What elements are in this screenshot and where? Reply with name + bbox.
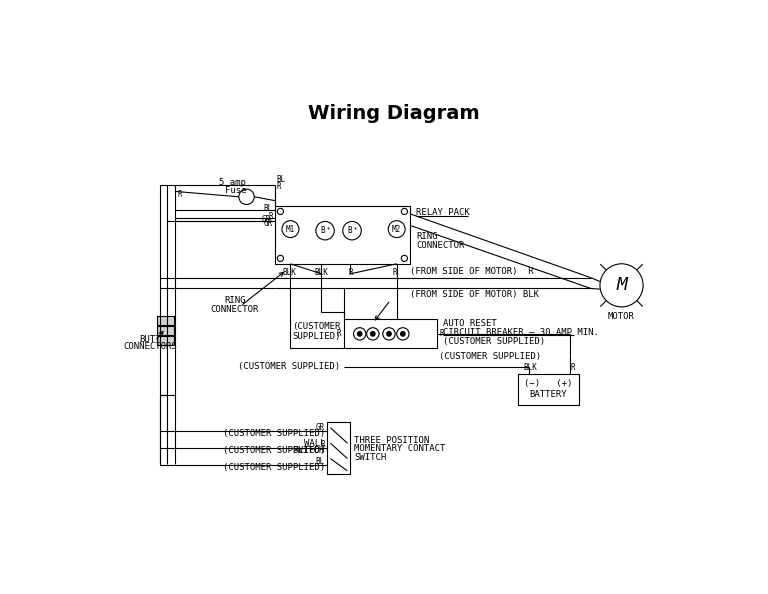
Text: BLK: BLK [282, 268, 296, 277]
Text: BLK: BLK [524, 362, 538, 372]
Text: GR: GR [316, 424, 325, 432]
Text: B: B [320, 226, 325, 235]
Text: (CUSTOMER SUPPLIED): (CUSTOMER SUPPLIED) [439, 352, 541, 361]
Text: CONNECTOR: CONNECTOR [416, 241, 465, 250]
Bar [275, 206, 410, 264]
Text: (CUSTOMER SUPPLIED): (CUSTOMER SUPPLIED) [223, 429, 325, 438]
Text: GR: GR [263, 219, 273, 228]
Text: R: R [336, 329, 341, 339]
Text: MOMENTARY CONTACT: MOMENTARY CONTACT [354, 444, 445, 453]
Text: BL: BL [316, 457, 325, 466]
Text: RELAY PACK: RELAY PACK [416, 208, 470, 217]
Text: Wiring Diagram: Wiring Diagram [308, 104, 479, 123]
Bar [344, 319, 437, 349]
Text: (CUSTOMER SUPPLIED): (CUSTOMER SUPPLIED) [443, 337, 545, 346]
Text: BL: BL [263, 204, 273, 213]
Text: R: R [268, 211, 273, 220]
Text: (CUSTOMER: (CUSTOMER [292, 323, 340, 331]
Text: BL: BL [276, 175, 286, 184]
Text: SWITCH: SWITCH [293, 446, 325, 456]
Text: MOTOR: MOTOR [608, 312, 635, 321]
Text: +: + [326, 225, 329, 230]
Text: R: R [571, 362, 575, 372]
Text: AUTO RESET: AUTO RESET [443, 318, 497, 327]
Text: (CUSTOMER SUPPLIED): (CUSTOMER SUPPLIED) [238, 362, 340, 371]
Text: R: R [392, 268, 397, 277]
Text: (FROM SIDE OF MOTOR) BLK: (FROM SIDE OF MOTOR) BLK [410, 290, 539, 299]
Text: WALL: WALL [303, 439, 325, 448]
Circle shape [370, 331, 375, 336]
Text: +: + [353, 225, 356, 230]
Text: RING: RING [224, 296, 246, 305]
Text: Fuse: Fuse [225, 186, 247, 195]
Text: R: R [178, 190, 183, 199]
Bar [157, 326, 174, 334]
Text: R: R [320, 440, 325, 449]
Text: (CUSTOMER SUPPLIED): (CUSTOMER SUPPLIED) [223, 463, 325, 472]
Circle shape [386, 331, 391, 336]
Bar [327, 422, 350, 474]
Text: GR: GR [262, 216, 271, 225]
Text: CONNECTOR: CONNECTOR [210, 305, 259, 314]
Bar [518, 374, 579, 405]
Text: M1: M1 [286, 225, 295, 233]
Text: THREE POSITION: THREE POSITION [354, 435, 429, 445]
Text: BUTT: BUTT [140, 335, 161, 344]
Text: RING: RING [416, 232, 438, 241]
Text: BLK: BLK [314, 268, 328, 277]
Bar [157, 316, 174, 324]
Text: B: B [347, 226, 352, 235]
Bar [157, 336, 174, 345]
Text: R: R [439, 329, 444, 339]
Text: BATTERY: BATTERY [530, 390, 568, 399]
Text: CONNECTORS: CONNECTORS [124, 342, 177, 352]
Text: SWITCH: SWITCH [354, 453, 386, 462]
Text: M2: M2 [392, 225, 402, 233]
Text: R: R [276, 182, 281, 191]
Circle shape [401, 331, 406, 336]
Text: (−)   (+): (−) (+) [525, 380, 573, 388]
Text: (FROM SIDE OF MOTOR)  R: (FROM SIDE OF MOTOR) R [410, 267, 534, 276]
Text: CIRCUIT BREAKER – 30 AMP MIN.: CIRCUIT BREAKER – 30 AMP MIN. [443, 328, 599, 337]
Text: M: M [616, 276, 627, 295]
Text: (CUSTOMER SUPPLIED): (CUSTOMER SUPPLIED) [223, 446, 325, 456]
Text: R: R [348, 268, 353, 277]
Text: 5 amp: 5 amp [219, 178, 246, 188]
Text: SUPPLIED): SUPPLIED) [292, 331, 340, 341]
Circle shape [357, 331, 362, 336]
